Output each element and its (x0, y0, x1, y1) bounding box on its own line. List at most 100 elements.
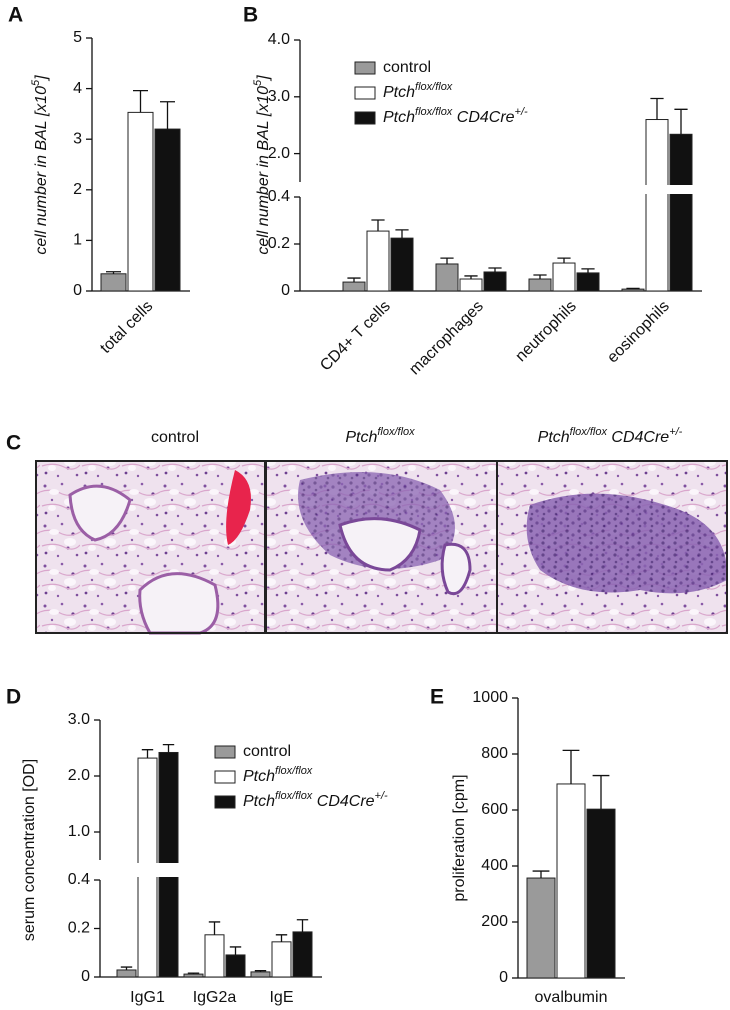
bar (586, 808, 616, 979)
y-tick-label: 0 (499, 969, 508, 986)
text-part: 5 (30, 79, 42, 86)
bar (271, 941, 292, 978)
error-bar (532, 870, 550, 879)
error-bar (133, 89, 148, 113)
error-bar (626, 287, 640, 290)
panel-label: A (8, 4, 23, 27)
error-bar (254, 970, 267, 972)
error-bar (440, 257, 454, 264)
text-part: Ptch (383, 109, 415, 126)
legend-swatch (354, 61, 376, 75)
y-tick-label: 2.0 (68, 767, 90, 784)
text-part: cell number in BAL [x10 (33, 86, 50, 255)
text-part: CD4Cre (607, 429, 669, 446)
y-tick-label: 3 (73, 130, 82, 147)
error-bar (162, 743, 175, 753)
bar (250, 971, 271, 978)
y-tick-label: 1 (73, 232, 82, 249)
legend-label: Ptchflox/flox (383, 81, 453, 101)
text-part: Ptch (538, 429, 570, 446)
legend-swatch (214, 795, 236, 809)
text-part: flox/flox (275, 765, 313, 777)
error-bar (674, 108, 688, 135)
error-bar (562, 749, 580, 784)
micrograph-cre (496, 460, 728, 634)
micrograph-title: Ptchflox/flox CD4Cre+/- (538, 426, 683, 446)
bar (528, 278, 552, 292)
error-bar (296, 919, 309, 932)
text-part: flox/flox (377, 426, 415, 438)
legend-swatch (214, 745, 236, 759)
text-part: cell number in BAL [x10 (255, 86, 272, 255)
legend-label: Ptchflox/flox CD4Cre+/- (243, 790, 388, 810)
y-tick-label: 4.0 (268, 31, 290, 48)
y-tick-label: 200 (481, 913, 508, 930)
error-bar (160, 101, 175, 130)
bar (204, 934, 225, 978)
bar (552, 262, 576, 292)
y-tick-label: 2.0 (268, 145, 290, 162)
text-part: ] (255, 75, 272, 82)
axis-break (101, 863, 325, 877)
error-bar (187, 972, 200, 975)
text-part: flox/flox (415, 106, 453, 118)
error-bar (488, 267, 502, 272)
bar (621, 288, 645, 292)
text-part: control (243, 743, 291, 760)
bar (100, 273, 127, 292)
text-part: CD4Cre (452, 109, 514, 126)
text-part: +/- (669, 426, 682, 438)
error-bar (533, 274, 547, 280)
text-part: Ptch (243, 793, 275, 810)
bar (526, 877, 556, 979)
legend-label: Ptchflox/flox CD4Cre+/- (383, 106, 528, 126)
panel-label: E (430, 686, 444, 709)
text-part: control (383, 59, 431, 76)
y-tick-label: 600 (481, 801, 508, 818)
y-tick-label: 0.2 (268, 235, 290, 252)
error-bar (347, 277, 361, 283)
text-part: +/- (515, 106, 528, 118)
text-part: Ptch (383, 84, 415, 101)
error-bar (581, 268, 595, 273)
error-bar (275, 934, 288, 942)
error-bar (557, 257, 571, 264)
legend-swatch (214, 770, 236, 784)
y-tick-label: 0 (73, 282, 82, 299)
x-tick-label: neutrophils (512, 298, 579, 365)
text-part: Ptch (345, 429, 377, 446)
y-tick-label: 0.4 (268, 188, 290, 205)
axis-break (301, 185, 705, 194)
text-part: ] (33, 75, 50, 82)
y-tick-label: 0 (281, 282, 290, 299)
legend-swatch (354, 86, 376, 100)
panel-label: B (243, 4, 258, 27)
y-tick-label: 0 (81, 968, 90, 985)
error-bar (208, 921, 221, 935)
x-tick-label: macrophages (406, 298, 487, 379)
panel-label: D (6, 686, 21, 709)
text-part: serum concentration [OD] (21, 759, 38, 941)
y-tick-label: 800 (481, 745, 508, 762)
error-bar (650, 97, 664, 120)
bar (390, 237, 414, 292)
bar (225, 954, 246, 978)
y-tick-label: 0.4 (68, 871, 90, 888)
y-axis-label: serum concentration [OD] (21, 759, 38, 941)
bar (669, 133, 693, 292)
bar (366, 230, 390, 292)
x-tick-label: total cells (97, 298, 156, 357)
text-part: flox/flox (415, 81, 453, 93)
legend-label: control (243, 743, 291, 760)
bar (435, 263, 459, 292)
text-part: CD4Cre (312, 793, 374, 810)
error-bar (141, 749, 154, 759)
x-tick-label: CD4+ T cells (317, 298, 394, 375)
y-tick-label: 0.2 (68, 920, 90, 937)
error-bar (106, 271, 121, 274)
bar (483, 271, 507, 292)
x-tick-label: IgG1 (130, 989, 165, 1006)
error-bar (120, 966, 133, 970)
x-tick-label: ovalbumin (535, 989, 608, 1006)
